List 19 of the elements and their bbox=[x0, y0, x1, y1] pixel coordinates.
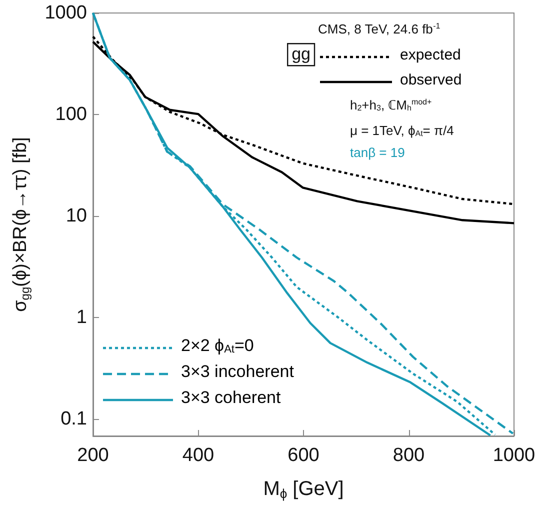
y-axis-title: σgg(ϕ)×BR(ϕ→ττ) [fb] bbox=[10, 137, 32, 312]
legend-label: 3×3 incoherent bbox=[181, 362, 294, 381]
annotation: h2+h3, ℂMhmod+ bbox=[350, 98, 432, 112]
x-tick-label: 400 bbox=[182, 445, 214, 466]
annotation: tanβ = 19 bbox=[350, 145, 405, 160]
legend-label: observed bbox=[400, 71, 462, 88]
x-tick-label: 600 bbox=[288, 445, 320, 466]
y-tick-label: 10 bbox=[66, 206, 87, 226]
y-tick-label: 0.1 bbox=[60, 408, 87, 430]
annotation: μ = 1TeV, ϕAt= π/4 bbox=[350, 123, 454, 138]
x-tick-label: 200 bbox=[77, 445, 109, 466]
legend-label: expected bbox=[400, 46, 461, 64]
y-tick-label: 1 bbox=[76, 307, 87, 328]
x-tick-label: 800 bbox=[392, 445, 425, 466]
annotation: gg bbox=[292, 44, 311, 64]
x-tick-label: 1000 bbox=[492, 445, 536, 466]
legend-label: 3×3 coherent bbox=[181, 388, 281, 407]
y-tick-label: 1000 bbox=[44, 2, 87, 24]
y-tick-label: 100 bbox=[55, 104, 87, 125]
